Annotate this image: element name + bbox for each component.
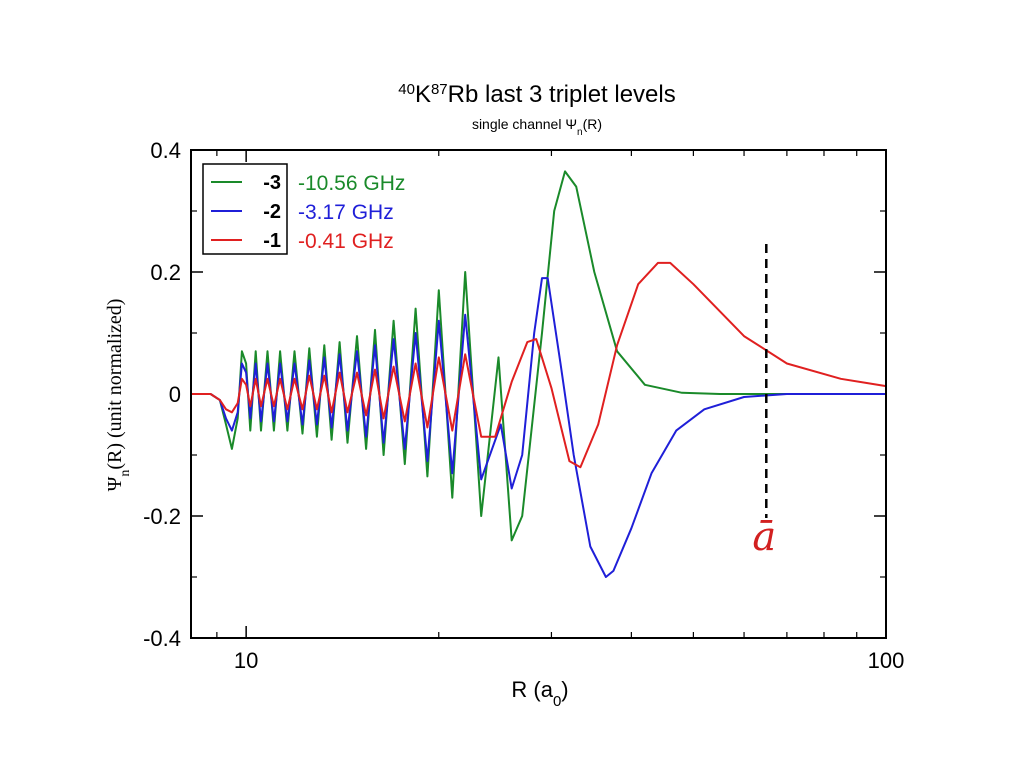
series-lines <box>191 170 887 578</box>
x-tick-label: 10 <box>234 648 258 673</box>
legend-label: -1 <box>263 230 281 252</box>
y-tick-label: 0.2 <box>150 260 181 285</box>
series-line--3 <box>191 170 886 542</box>
energy-label: -3.17 GHz <box>298 201 394 224</box>
y-tick-label: 0.4 <box>150 138 181 163</box>
energy-label: -0.41 GHz <box>298 230 394 253</box>
abar-label: ā <box>752 514 776 560</box>
y-axis-label: Ψn(R) (unit normalized) <box>104 299 133 492</box>
chart-title: 40K87Rb last 3 triplet levels <box>398 81 675 109</box>
legend-label: -2 <box>263 201 281 223</box>
plot-frame <box>190 149 887 639</box>
energy-label: -10.56 GHz <box>298 172 405 195</box>
y-tick-label: 0 <box>169 382 181 407</box>
legend: -3 -10.56 GHz -2 -3.17 GHz -1 -0.41 GHz <box>202 163 405 255</box>
x-axis-label: R (a0) <box>511 677 568 710</box>
y-tick-label: -0.2 <box>143 504 181 529</box>
x-tick-label: 100 <box>868 648 905 673</box>
series-line--1 <box>191 261 887 469</box>
chart-subtitle: single channel Ψn(R) <box>472 116 602 138</box>
legend-label: -3 <box>263 172 281 194</box>
y-tick-label: -0.4 <box>143 626 181 651</box>
tick-labels: 0.4 0.2 0 -0.2 -0.4 10 100 <box>143 138 904 673</box>
series-line--2 <box>191 277 886 578</box>
